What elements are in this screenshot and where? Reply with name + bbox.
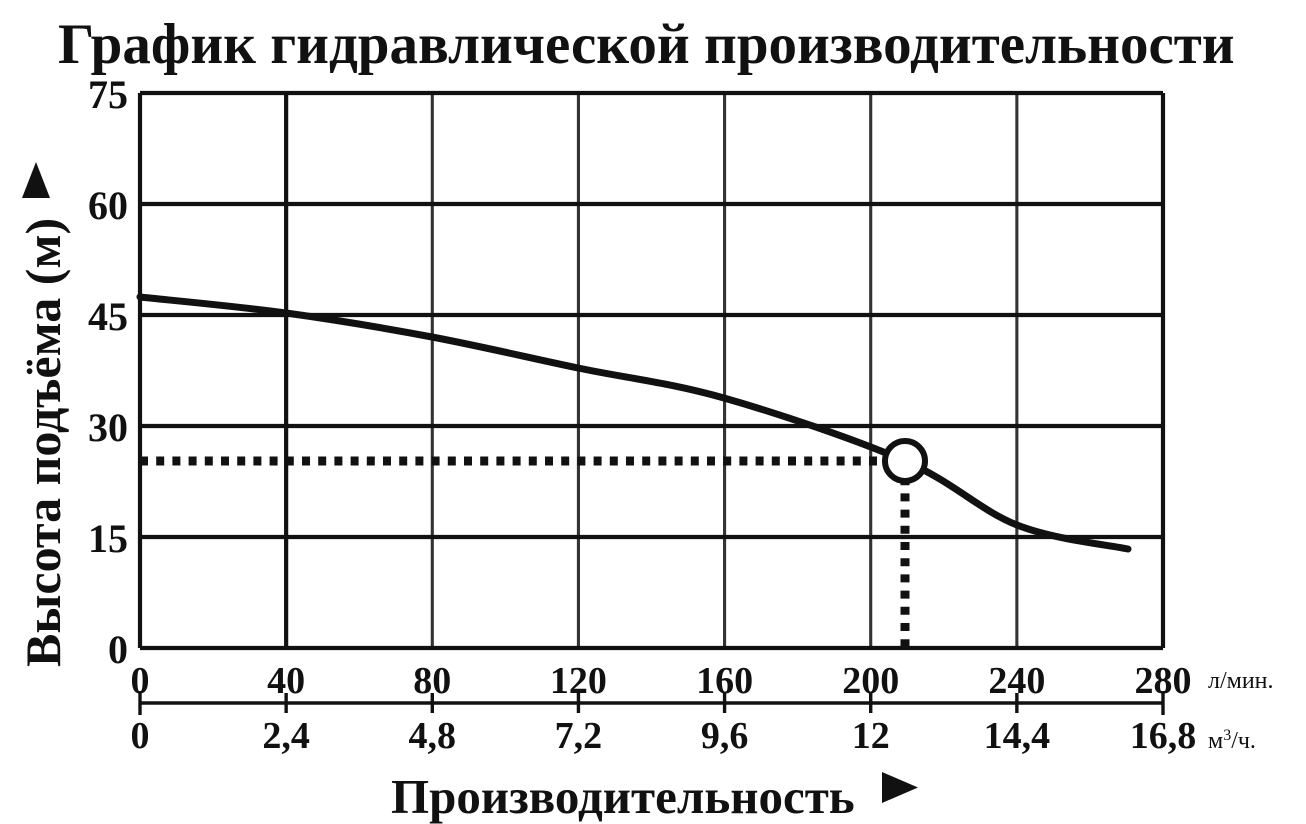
svg-text:12: 12 (852, 715, 890, 757)
svg-text:Производительность: Производительность (391, 769, 855, 824)
svg-text:4,8: 4,8 (409, 715, 457, 757)
svg-text:Высота подъёма (м): Высота подъёма (м) (15, 218, 71, 667)
svg-text:60: 60 (88, 183, 128, 228)
svg-text:7,2: 7,2 (555, 715, 603, 757)
svg-text:45: 45 (88, 294, 128, 339)
svg-text:15: 15 (88, 516, 128, 561)
svg-text:л/мин.: л/мин. (1208, 668, 1274, 694)
svg-text:75: 75 (88, 72, 128, 117)
svg-text:9,6: 9,6 (701, 715, 749, 757)
svg-text:0: 0 (108, 627, 128, 672)
svg-text:14,4: 14,4 (984, 715, 1051, 757)
svg-text:м3/ч.: м3/ч. (1208, 727, 1256, 755)
svg-text:16,8: 16,8 (1130, 715, 1197, 757)
svg-text:30: 30 (88, 405, 128, 450)
svg-text:2,4: 2,4 (262, 715, 310, 757)
svg-text:0: 0 (131, 715, 150, 757)
